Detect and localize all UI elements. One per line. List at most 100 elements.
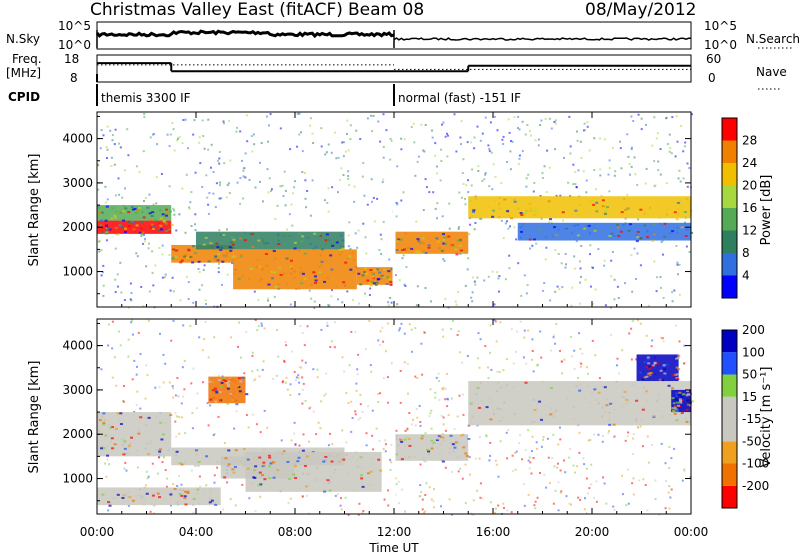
- scatter-point: [540, 119, 543, 122]
- data-band-speckle: [681, 393, 685, 396]
- scatter-point: [217, 271, 220, 274]
- scatter-point: [402, 254, 405, 257]
- scatter-point: [659, 173, 662, 176]
- scatter-point: [444, 429, 447, 432]
- scatter-point: [135, 165, 138, 168]
- scatter-point: [362, 510, 365, 512]
- data-band-speckle: [603, 212, 607, 215]
- scatter-point: [563, 358, 566, 361]
- scatter-point: [117, 177, 120, 180]
- scatter-point: [327, 143, 330, 146]
- scatter-point: [630, 327, 633, 330]
- scatter-point: [552, 502, 555, 505]
- scatter-point: [536, 364, 539, 367]
- scatter-point: [161, 461, 164, 464]
- scatter-point: [684, 221, 686, 224]
- scatter-point: [515, 350, 517, 353]
- scatter-point: [603, 482, 606, 485]
- scatter-point: [123, 299, 126, 301]
- data-band-speckle: [440, 249, 444, 252]
- scatter-point: [151, 271, 154, 274]
- scatter-point: [522, 356, 525, 359]
- data-band-speckle: [454, 248, 458, 251]
- scatter-point: [534, 507, 537, 510]
- scatter-point: [330, 340, 333, 343]
- data-band-speckle: [513, 200, 517, 203]
- data-band-speckle: [615, 224, 619, 227]
- data-band-speckle: [238, 237, 242, 240]
- scatter-point: [319, 427, 322, 430]
- data-band-speckle: [430, 447, 434, 450]
- data-band-speckle: [274, 285, 278, 288]
- data-band-speckle: [246, 458, 250, 461]
- colorbar-tick-label-5: 50: [742, 368, 757, 382]
- scatter-point: [420, 123, 423, 126]
- scatter-point: [233, 427, 236, 430]
- scatter-point: [389, 158, 392, 161]
- data-band-speckle: [552, 415, 556, 418]
- scatter-point: [252, 133, 255, 136]
- scatter-point: [248, 178, 251, 181]
- data-band-speckle: [293, 241, 297, 244]
- scatter-point: [574, 171, 577, 174]
- scatter-point: [514, 452, 517, 455]
- scatter-point: [209, 404, 212, 407]
- data-band-speckle: [463, 444, 467, 447]
- scatter-point: [564, 471, 567, 474]
- scatter-point: [370, 178, 373, 181]
- scatter-point: [629, 173, 631, 176]
- scatter-point: [340, 508, 343, 511]
- scatter-point: [161, 253, 164, 256]
- y-tick-label-2: 3000: [62, 383, 93, 397]
- scatter-point: [373, 220, 376, 223]
- scatter-point: [688, 251, 691, 253]
- scatter-point: [198, 475, 201, 478]
- scatter-point: [442, 423, 445, 426]
- scatter-point: [579, 365, 582, 368]
- data-band-speckle: [168, 210, 172, 213]
- scatter-point: [525, 292, 528, 295]
- x-tick-label-1: 04:00: [179, 525, 214, 539]
- scatter-point: [491, 188, 494, 191]
- scatter-point: [399, 327, 401, 330]
- data-band-speckle: [651, 239, 655, 242]
- scatter-point: [259, 495, 262, 498]
- data-band-speckle: [294, 477, 298, 480]
- scatter-point: [404, 429, 407, 432]
- scatter-point: [654, 498, 657, 500]
- data-band-speckle: [390, 268, 394, 271]
- scatter-point: [518, 154, 521, 157]
- nsearch-tick-top: 10^5: [704, 19, 737, 33]
- scatter-point: [424, 124, 427, 126]
- data-band-speckle: [485, 406, 489, 409]
- scatter-point: [421, 508, 424, 511]
- scatter-point: [677, 177, 680, 180]
- data-band-speckle: [455, 253, 459, 256]
- data-band-speckle: [314, 275, 318, 278]
- scatter-point: [675, 324, 678, 327]
- scatter-point: [493, 115, 496, 118]
- scatter-point: [528, 467, 531, 470]
- scatter-point: [293, 186, 296, 189]
- data-band-6: [394, 231, 469, 254]
- scatter-point: [528, 130, 531, 132]
- data-band-speckle: [416, 238, 420, 241]
- data-band-speckle: [209, 242, 213, 245]
- scatter-point: [398, 279, 401, 282]
- scatter-point: [377, 120, 380, 123]
- scatter-point: [571, 355, 573, 358]
- data-band-speckle: [418, 241, 422, 244]
- scatter-point: [148, 242, 150, 245]
- data-band-speckle: [191, 245, 195, 248]
- scatter-point: [636, 252, 639, 255]
- scatter-point: [241, 483, 244, 486]
- scatter-point: [659, 276, 662, 278]
- scatter-point: [478, 366, 481, 369]
- data-band-speckle: [341, 247, 345, 250]
- data-band-speckle: [160, 438, 164, 441]
- scatter-point: [585, 179, 588, 182]
- data-band-speckle: [255, 265, 259, 268]
- data-band-speckle: [100, 230, 104, 233]
- scatter-point: [197, 268, 200, 270]
- scatter-point: [582, 457, 585, 460]
